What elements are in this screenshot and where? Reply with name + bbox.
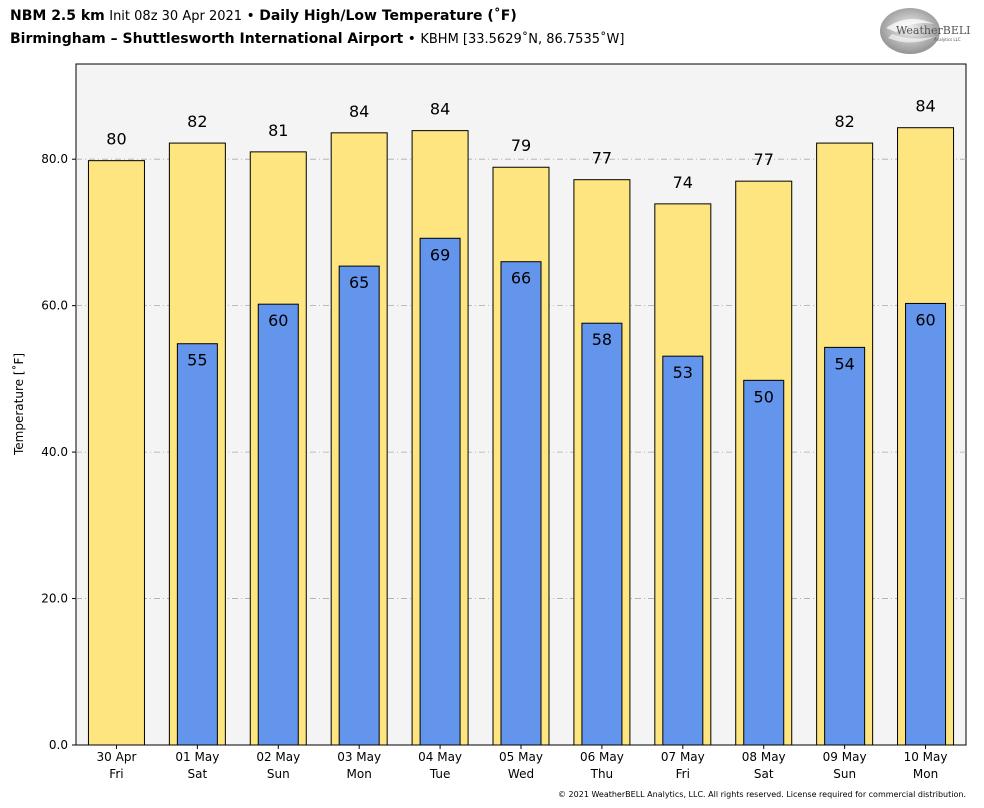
low-bar <box>824 346 866 746</box>
low-bar <box>176 343 218 746</box>
x-tick-day: Sun <box>267 767 290 781</box>
bullet-separator-2: • <box>407 31 416 47</box>
y-tick-label: 60.0 <box>41 299 68 313</box>
low-bar <box>257 303 299 746</box>
high-value-label: 79 <box>511 136 531 155</box>
high-bar <box>87 160 145 746</box>
x-tick-date: 03 May <box>337 750 381 764</box>
low-bar <box>581 322 623 746</box>
weatherbell-logo: WeatherBELL Analytics LLC <box>880 8 970 54</box>
x-tick-day: Tue <box>429 767 451 781</box>
header-line-2: Birmingham – Shuttlesworth International… <box>10 28 624 51</box>
x-tick-date: 07 May <box>661 750 705 764</box>
high-value-label: 82 <box>834 112 854 131</box>
x-tick-day: Sun <box>833 767 856 781</box>
low-bar <box>419 237 461 746</box>
x-tick-day: Wed <box>508 767 534 781</box>
low-bar <box>500 261 542 746</box>
y-tick-label: 80.0 <box>41 152 68 166</box>
header-line-1: NBM 2.5 km Init 08z 30 Apr 2021 • Daily … <box>10 5 624 28</box>
x-tick-day: Mon <box>347 767 372 781</box>
copyright-footer: © 2021 WeatherBELL Analytics, LLC. All r… <box>558 790 966 799</box>
low-value-label: 54 <box>834 354 854 373</box>
y-axis-label-text: Temperature [˚F] <box>12 352 26 455</box>
low-value-label: 65 <box>349 273 369 292</box>
x-tick-day: Mon <box>913 767 938 781</box>
low-value-label: 55 <box>187 351 207 370</box>
data-labels: 80 82 81 84 84 79 77 74 77 82 84 55 60 65 69 66 58 53 50 54… <box>106 97 935 407</box>
high-value-label: 80 <box>106 130 126 149</box>
high-value-label: 82 <box>187 112 207 131</box>
product-title: Daily High/Low Temperature (˚F) <box>259 8 517 24</box>
y-tick-label: 40.0 <box>41 445 68 459</box>
x-tick-date: 08 May <box>742 750 786 764</box>
y-axis: 0.0 20.0 40.0 60.0 80.0 <box>41 152 76 752</box>
high-value-label: 74 <box>673 173 693 192</box>
location-name: Birmingham – Shuttlesworth International… <box>10 31 404 47</box>
logo-subtext: Analytics LLC <box>934 37 961 42</box>
low-bar <box>338 265 380 746</box>
x-tick-day: Thu <box>590 767 614 781</box>
low-value-label: 60 <box>915 310 935 329</box>
y-tick-label: 20.0 <box>41 592 68 606</box>
high-value-label: 84 <box>915 97 935 116</box>
high-value-label: 77 <box>754 150 774 169</box>
x-tick-date: 10 May <box>904 750 948 764</box>
low-value-label: 58 <box>592 330 612 349</box>
x-tick-date: 06 May <box>580 750 624 764</box>
high-value-label: 77 <box>592 149 612 168</box>
x-tick-date: 09 May <box>823 750 867 764</box>
x-tick-day: Sat <box>188 767 208 781</box>
x-tick-day: Sat <box>754 767 774 781</box>
chart-header: NBM 2.5 km Init 08z 30 Apr 2021 • Daily … <box>10 5 624 51</box>
init-time: Init 08z 30 Apr 2021 <box>109 9 243 24</box>
x-axis: 30 Apr Fri 01 May Sat 02 May Sun 03 May Mon 04 M… <box>97 745 948 781</box>
logo-text: WeatherBELL <box>896 24 970 37</box>
low-value-label: 69 <box>430 245 450 264</box>
low-value-label: 53 <box>673 363 693 382</box>
x-tick-date: 02 May <box>256 750 300 764</box>
low-value-label: 60 <box>268 311 288 330</box>
station-info: KBHM [33.5629˚N, 86.7535˚W] <box>420 32 625 47</box>
logo-globe-icon <box>880 8 940 54</box>
high-value-label: 84 <box>430 100 450 119</box>
x-tick-date: 01 May <box>175 750 219 764</box>
x-tick-date: 04 May <box>418 750 462 764</box>
x-tick-date: 30 Apr <box>97 750 137 764</box>
low-value-label: 66 <box>511 269 531 288</box>
high-value-label: 84 <box>349 102 369 121</box>
x-tick-day: Fri <box>109 767 123 781</box>
low-bar <box>662 355 704 746</box>
y-tick-label: 0.0 <box>49 738 68 752</box>
x-tick-date: 05 May <box>499 750 543 764</box>
low-value-label: 50 <box>754 387 774 406</box>
low-bar <box>905 302 947 746</box>
x-tick-day: Fri <box>676 767 690 781</box>
low-bar <box>743 379 785 746</box>
bullet-separator: • <box>246 8 255 24</box>
high-value-label: 81 <box>268 121 288 140</box>
model-name: NBM 2.5 km <box>10 8 105 24</box>
